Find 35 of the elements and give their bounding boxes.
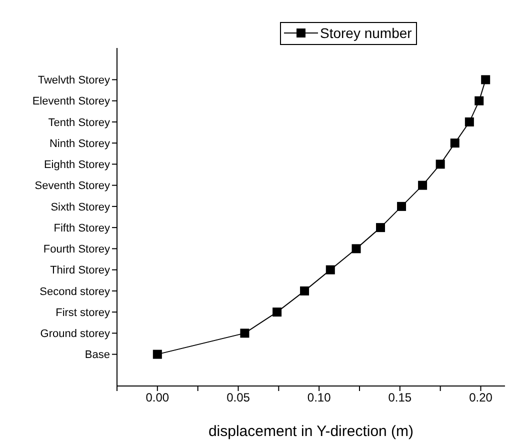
y-tick-label: Ground storey — [40, 328, 110, 340]
y-tick-label: Tenth Storey — [48, 116, 110, 129]
point — [272, 308, 282, 317]
point — [450, 138, 460, 148]
legend-label: Storey number — [320, 24, 412, 42]
y-tick-label: Fifth Storey — [54, 222, 110, 234]
y-tick-label: Eleventh Storey — [32, 96, 110, 108]
y-tick-label: Twelvth Storey — [38, 74, 110, 87]
y-tick-label: Base — [84, 349, 110, 362]
y-tick-label: Fourth Storey — [43, 244, 110, 256]
point — [418, 180, 428, 190]
y-tick-label: Seventh Storey — [34, 180, 110, 192]
x-tick-label: 0.15 — [388, 390, 412, 405]
y-tick-label: Ninth Storey — [49, 138, 110, 150]
point — [481, 75, 490, 84]
point — [352, 244, 361, 254]
point — [464, 117, 474, 126]
point — [300, 286, 310, 296]
y-tick-label: Eighth Storey — [44, 159, 110, 172]
x-tick-label: 0.05 — [226, 390, 250, 405]
x-tick-label: 0.20 — [469, 390, 493, 405]
y-tick-label: Third Storey — [50, 264, 110, 277]
y-tick-label: Sixth Storey — [50, 201, 110, 214]
y-tick-label: Second storey — [40, 286, 110, 298]
point — [152, 350, 162, 359]
point — [240, 328, 250, 338]
x-tick-label: 0.10 — [307, 390, 332, 405]
point — [397, 202, 406, 211]
x-axis-title: displacement in Y-direction (m) — [208, 423, 414, 440]
point — [326, 265, 335, 274]
point — [436, 160, 445, 169]
x-tick-label: 0.00 — [146, 390, 170, 405]
point — [474, 96, 484, 106]
point — [376, 223, 386, 232]
y-tick-label: First storey — [56, 306, 110, 319]
